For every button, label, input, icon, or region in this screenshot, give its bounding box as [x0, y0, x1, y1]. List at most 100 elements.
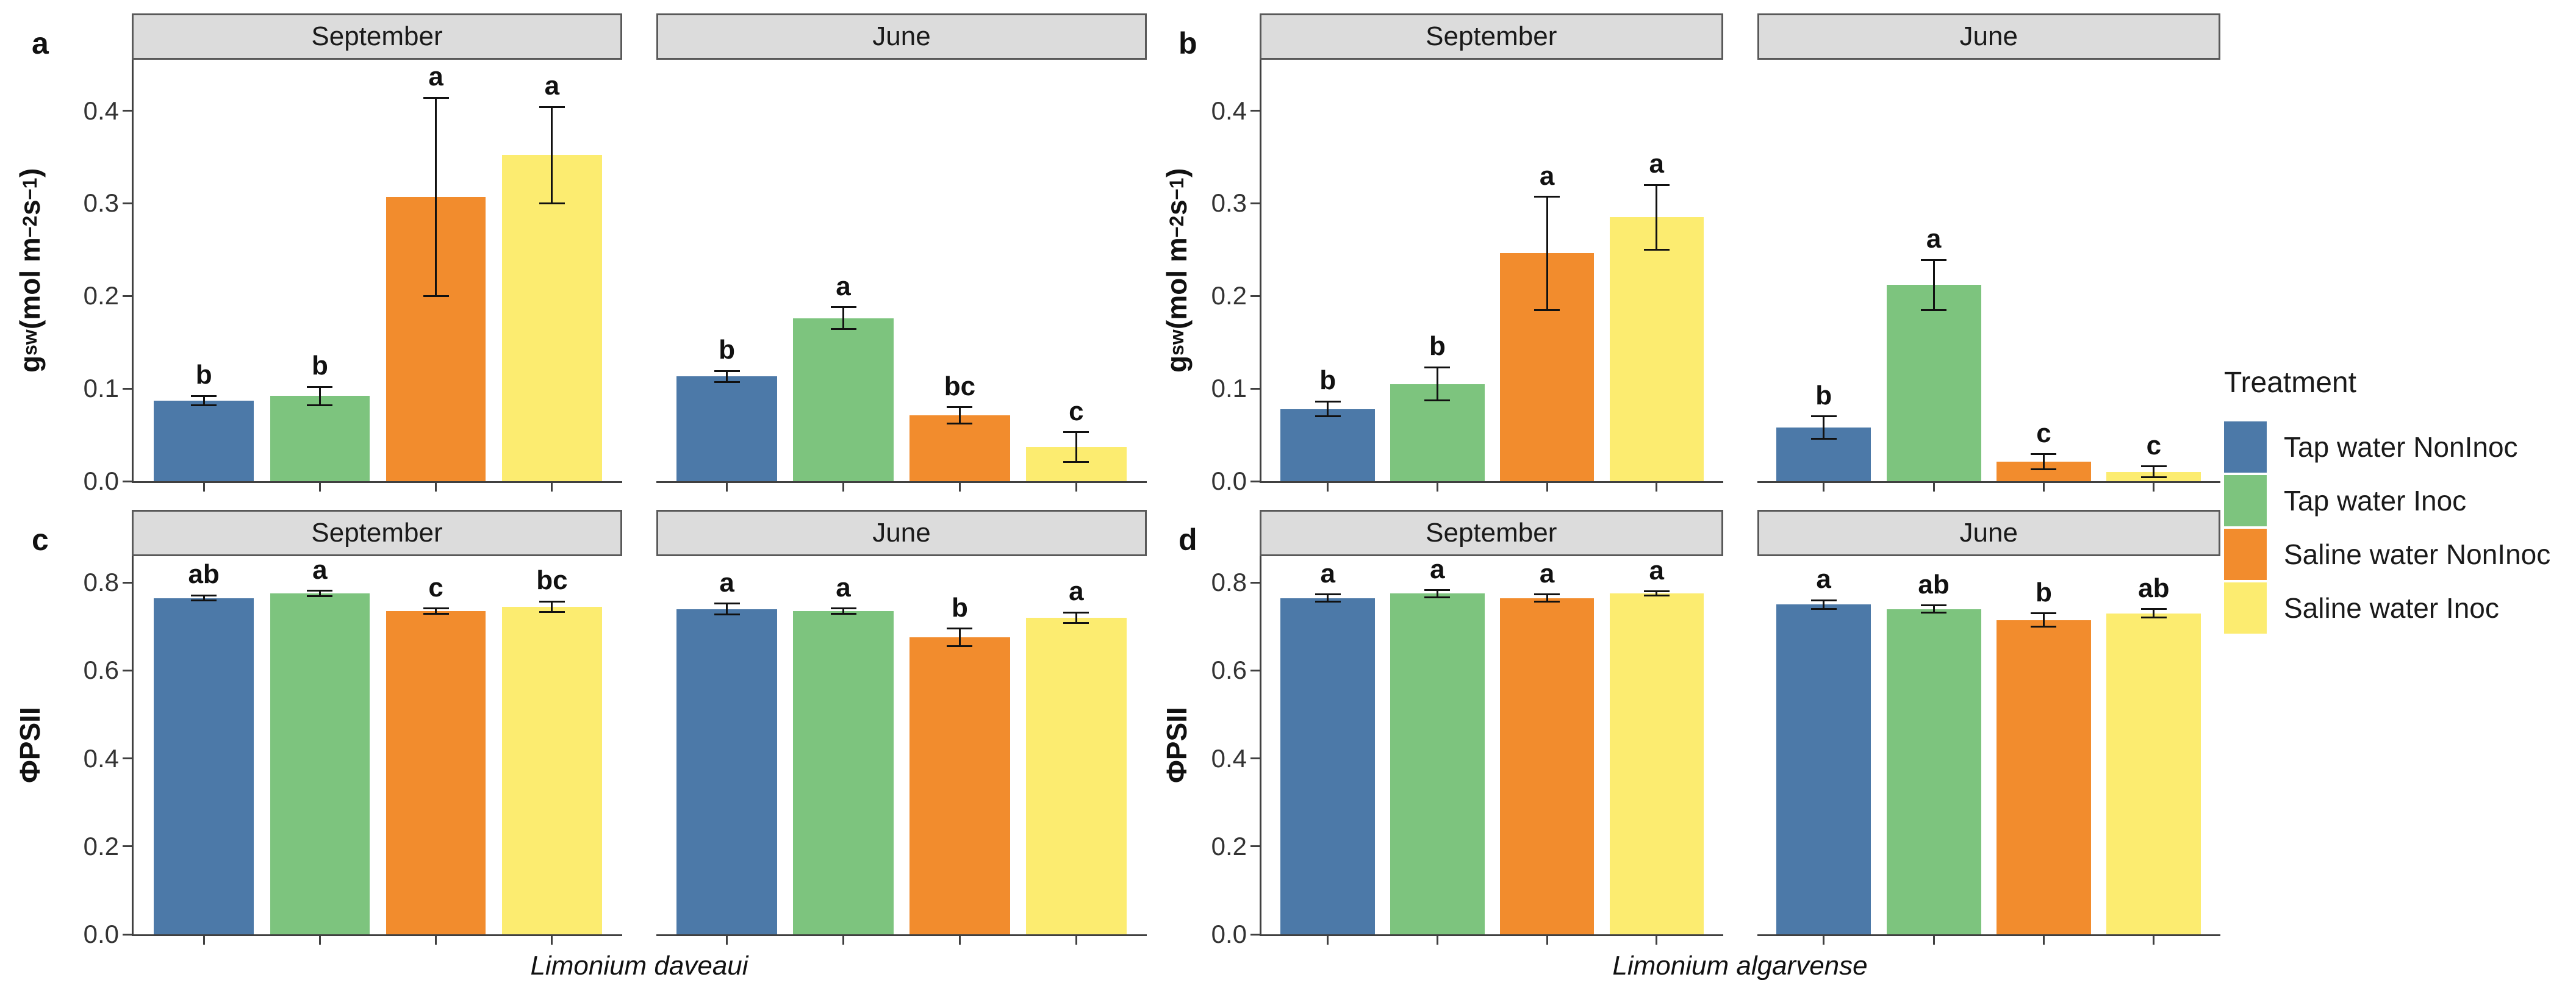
x-axis-tick-mark: [1075, 483, 1077, 492]
error-bar-cap-bottom: [307, 595, 333, 598]
error-bar-line: [1656, 591, 1658, 596]
bar-2: [793, 318, 894, 481]
bar-2: [270, 593, 370, 934]
x-axis-tick-mark: [551, 936, 553, 945]
error-bar-line: [1823, 600, 1825, 609]
bar-slot: a: [262, 556, 378, 945]
bar-slot: a: [669, 556, 785, 945]
error-bar-line: [1546, 594, 1548, 602]
facet-strip: September: [1260, 510, 1723, 556]
legend-entry: Saline water Inoc: [2224, 582, 2576, 634]
significance-letter: ab: [2138, 573, 2170, 603]
error-bar-cap-top: [714, 603, 740, 605]
error-bar-line: [435, 608, 437, 614]
significance-letter: c: [2146, 430, 2162, 460]
bar-2: [270, 396, 370, 481]
bar-slot: a: [1273, 556, 1383, 945]
bar-slot: b: [1989, 556, 2098, 945]
bar-group: ab a c bc: [134, 556, 622, 945]
y-axis-tick-label: 0.2: [1211, 831, 1247, 861]
error-bar-cap-top: [539, 600, 565, 603]
y-axis-title: g sw (mol m −2 s −1): [14, 60, 46, 481]
error-bar-cap-bottom: [423, 612, 449, 615]
facet-strip-label: September: [311, 518, 443, 548]
x-axis-tick-mark: [1823, 936, 1825, 945]
legend-entry-label: Tap water NonInoc: [2284, 431, 2518, 463]
x-axis-tick-mark: [1436, 936, 1438, 945]
significance-letter: b: [1815, 380, 1832, 410]
x-axis-tick-mark: [318, 483, 321, 492]
y-axis-tick-mark: [123, 669, 134, 671]
bar-slot: c: [1018, 60, 1135, 492]
error-bar-cap-bottom: [947, 423, 973, 425]
error-bar-line: [1075, 432, 1077, 462]
x-axis-tick-mark: [2153, 483, 2155, 492]
error-bar-line: [842, 307, 845, 329]
facet-strip: September: [132, 510, 622, 556]
facet-strip: June: [656, 510, 1147, 556]
x-axis-tick-mark: [1546, 483, 1548, 492]
y-axis-tick-label: 0.6: [1211, 656, 1247, 685]
error-bar-line: [958, 628, 961, 646]
bar-slot: b: [1273, 60, 1383, 492]
error-bar-line: [2153, 466, 2155, 478]
significance-letter: bc: [944, 371, 976, 401]
bar-slot: a: [1602, 556, 1712, 945]
bar-1: [1280, 409, 1375, 481]
significance-letter: a: [1539, 558, 1555, 589]
significance-letter: a: [836, 572, 851, 603]
error-bar-cap-bottom: [1921, 309, 1947, 311]
error-bar-line: [551, 601, 553, 612]
bar-slot: b: [1383, 60, 1493, 492]
error-bar-cap-top: [1810, 415, 1837, 418]
significance-letter: bc: [536, 565, 568, 596]
error-bar-line: [842, 608, 845, 614]
facet-strip-label: June: [872, 21, 931, 51]
bar-2: [1886, 609, 1981, 934]
error-bar-cap-top: [1424, 366, 1451, 368]
y-axis-tick-mark: [1250, 295, 1261, 297]
error-bar-cap-top: [2031, 612, 2057, 615]
y-axis-tick-mark: [123, 845, 134, 848]
y-axis-title: ΦPSII: [14, 556, 46, 934]
facet-strip-label: June: [1959, 21, 2018, 51]
legend-color-swatch: [2224, 421, 2267, 473]
bar-group: b a c c: [1757, 60, 2221, 492]
bar-group: b b a a: [1261, 60, 1723, 492]
bar-slot: a: [1879, 60, 1989, 492]
significance-letter: b: [195, 360, 212, 390]
error-bar-cap-top: [1534, 196, 1560, 198]
y-axis-tick-mark: [1250, 581, 1261, 584]
error-bar-cap-bottom: [947, 645, 973, 648]
error-bar-line: [2042, 613, 2045, 627]
legend-entry-label: Saline water Inoc: [2284, 592, 2499, 624]
error-bar-line: [203, 396, 205, 406]
error-bar-line: [318, 387, 321, 406]
x-axis-tick-mark: [435, 483, 437, 492]
bar-slot: a: [1492, 60, 1602, 492]
figure-column-right: b g sw (mol m −2 s −1) September 0.0 0.1 0.2 0.3 0…: [1147, 0, 2220, 1002]
y-axis-tick-mark: [123, 295, 134, 297]
error-bar-cap-top: [307, 385, 333, 388]
significance-letter: b: [1319, 365, 1336, 396]
bar-1: [1776, 604, 1871, 934]
x-axis-tick-mark: [726, 483, 728, 492]
bar-slot: c: [378, 556, 494, 945]
bar-3: [386, 611, 486, 934]
significance-letter: c: [2036, 418, 2051, 448]
error-bar-cap-bottom: [423, 295, 449, 297]
error-bar-cap-bottom: [830, 328, 856, 331]
legend-entry: Saline water NonInoc: [2224, 529, 2576, 580]
panel-b: b g sw (mol m −2 s −1) September 0.0 0.1 0.2 0.3 0…: [1147, 13, 2221, 494]
bar-slot: a: [1768, 556, 1878, 945]
error-bar-cap-bottom: [714, 613, 740, 615]
y-axis-tick-mark: [123, 757, 134, 760]
error-bar-cap-top: [191, 395, 217, 397]
error-bar-cap-bottom: [1424, 399, 1451, 402]
error-bar-cap-top: [1921, 259, 1947, 261]
panel-label: c: [32, 523, 49, 557]
error-bar-cap-bottom: [1643, 248, 1670, 251]
significance-letter: a: [1320, 558, 1335, 589]
x-axis-tick-mark: [1327, 483, 1329, 492]
